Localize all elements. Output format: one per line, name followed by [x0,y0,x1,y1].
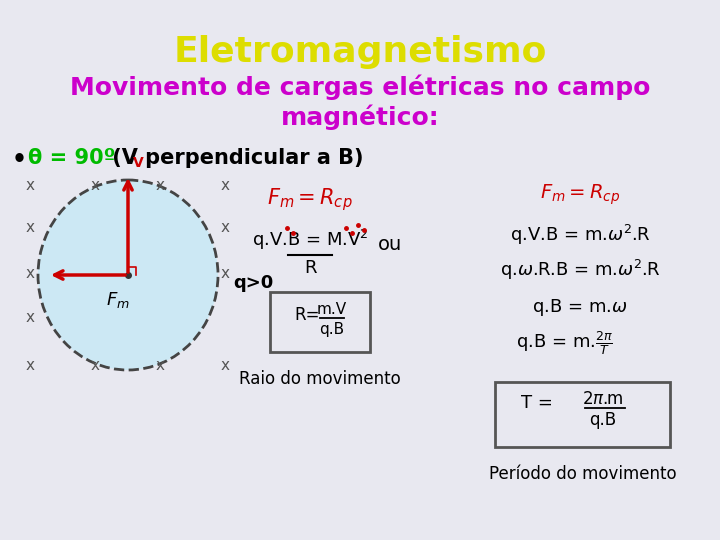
Text: q.V.B = m.$\omega^2$.R: q.V.B = m.$\omega^2$.R [510,223,650,247]
Text: x: x [156,357,164,373]
Text: magnético:: magnético: [281,105,439,131]
Text: x: x [91,178,99,192]
Text: x: x [91,357,99,373]
Text: q>0: q>0 [233,274,274,292]
Text: $F_m$: $F_m$ [106,290,130,310]
Text: q.B: q.B [320,322,345,337]
Text: x: x [25,357,35,373]
Ellipse shape [38,180,218,370]
Text: θ = 90º: θ = 90º [28,148,115,168]
Text: (V perpendicular a B): (V perpendicular a B) [105,148,364,168]
Text: Período do movimento: Período do movimento [489,465,676,483]
Text: •: • [12,148,27,172]
Text: q.$\omega$.R.B = m.$\omega^2$.R: q.$\omega$.R.B = m.$\omega^2$.R [500,258,660,282]
Text: q.B: q.B [590,411,616,429]
Bar [270,292,370,352]
Text: m.V: m.V [317,302,347,317]
Text: $F_m = R_{cp}$: $F_m = R_{cp}$ [267,187,353,213]
Text: x: x [25,310,35,326]
Text: $F_m = R_{cp}$: $F_m = R_{cp}$ [540,183,620,207]
Text: x: x [220,266,230,280]
Text: Eletromagnetismo: Eletromagnetismo [174,35,546,69]
Text: R=: R= [294,306,320,324]
Text: T =: T = [521,394,559,412]
Text: x: x [220,220,230,235]
Text: x: x [220,178,230,192]
Text: x: x [25,220,35,235]
Text: V: V [133,156,144,170]
Text: x: x [25,266,35,280]
Text: Movimento de cargas elétricas no campo: Movimento de cargas elétricas no campo [70,75,650,100]
Text: q.B = m.$\omega$: q.B = m.$\omega$ [532,298,628,319]
Text: q.V.B = M.V$^2$: q.V.B = M.V$^2$ [252,228,368,252]
Bar [495,382,670,447]
Text: x: x [25,178,35,192]
Text: 2$\pi$.m: 2$\pi$.m [582,390,624,408]
Text: Raio do movimento: Raio do movimento [239,370,401,388]
Text: x: x [220,357,230,373]
Text: ou: ou [378,235,402,254]
Text: R: R [304,259,316,277]
Text: x: x [156,178,164,192]
Text: q.B = m.$\frac{2\pi}{T}$: q.B = m.$\frac{2\pi}{T}$ [516,329,613,357]
